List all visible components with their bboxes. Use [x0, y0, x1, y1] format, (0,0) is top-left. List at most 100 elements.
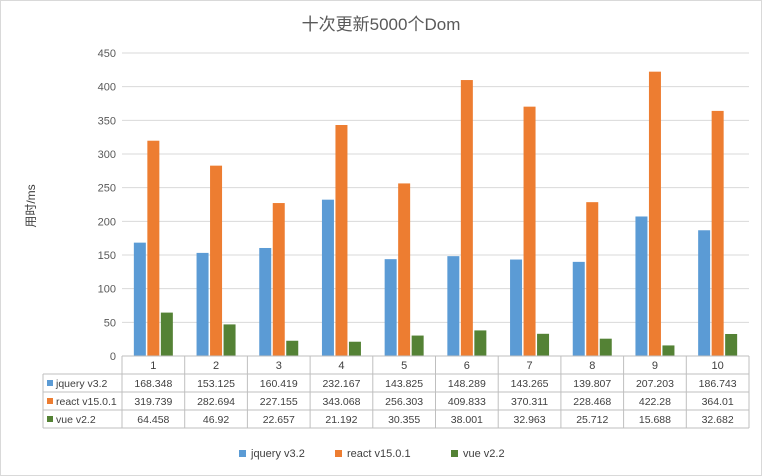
bar-2-9: [648, 71, 661, 357]
table-cell: 25.712: [576, 414, 608, 426]
table-cell: 32.682: [702, 414, 734, 426]
bar-3-1: [160, 312, 173, 356]
bar-3-9: [662, 345, 675, 356]
table-cell: 409.833: [448, 396, 486, 408]
bars: [133, 71, 738, 357]
bar-1-5: [384, 259, 397, 356]
bar-3-8: [599, 338, 612, 356]
bar-2-4: [335, 125, 348, 356]
table-cell: 30.355: [388, 414, 420, 426]
bar-2-8: [586, 202, 599, 356]
table-cell: 343.068: [322, 396, 360, 408]
y-axis-ticks: 0 50 100 150 200 250 300 350 400 450: [98, 48, 116, 363]
table-cell: 143.825: [385, 378, 423, 390]
table-cell: 227.155: [260, 396, 298, 408]
table-legend-key: [47, 416, 53, 422]
bar-1-9: [635, 216, 648, 356]
table-legend-key: [47, 398, 53, 404]
x-tick-label: 6: [464, 360, 470, 372]
bar-1-7: [510, 259, 523, 356]
table-cell: 228.468: [573, 396, 611, 408]
x-tick-label: 2: [213, 360, 219, 372]
chart-title: 十次更新5000个Dom: [302, 15, 461, 34]
table-cell: 46.92: [203, 414, 229, 426]
table-legend-key: [47, 380, 53, 386]
table-cell: 422.28: [639, 396, 671, 408]
table-cell: 32.963: [513, 414, 545, 426]
table-cell: 256.303: [385, 396, 423, 408]
bar-2-1: [147, 140, 160, 356]
table-cell: 21.192: [325, 414, 357, 426]
y-tick-label: 250: [98, 183, 116, 195]
legend-swatch: [239, 450, 246, 457]
bar-2-5: [398, 183, 411, 356]
table-cell: 319.739: [134, 396, 172, 408]
table-cell: 22.657: [263, 414, 295, 426]
bar-3-2: [223, 324, 236, 356]
table-cell: 168.348: [134, 378, 172, 390]
y-axis-label: 用时/ms: [24, 184, 38, 227]
y-tick-label: 450: [98, 48, 116, 60]
x-tick-label: 8: [589, 360, 595, 372]
x-tick-label: 7: [526, 360, 532, 372]
y-tick-label: 300: [98, 149, 116, 161]
y-tick-label: 50: [104, 317, 116, 329]
table-cell: 364.01: [702, 396, 734, 408]
table-cell: 153.125: [197, 378, 235, 390]
x-tick-label: 9: [652, 360, 658, 372]
table-cell: 139.807: [573, 378, 611, 390]
table-cell: 160.419: [260, 378, 298, 390]
legend-label: react v15.0.1: [347, 448, 411, 460]
legend-swatch: [335, 450, 342, 457]
y-tick-label: 150: [98, 250, 116, 262]
data-table: 1 2 3 4 5 6 7 8 9 10 jquery v3.2 168.348 153.125 160.…: [42, 355, 750, 429]
bar-2-3: [272, 203, 285, 356]
bar-2-2: [210, 165, 223, 356]
table-cell: 15.688: [639, 414, 671, 426]
y-tick-label: 200: [98, 216, 116, 228]
bar-1-3: [259, 247, 272, 356]
legend: jquery v3.2 react v15.0.1 vue v2.2: [239, 448, 505, 460]
bar-3-4: [348, 341, 361, 356]
bar-1-1: [133, 242, 146, 356]
bar-3-5: [411, 335, 424, 356]
y-tick-label: 350: [98, 115, 116, 127]
legend-swatch: [451, 450, 458, 457]
table-series-name: vue v2.2: [56, 414, 96, 426]
table-cell: 232.167: [322, 378, 360, 390]
x-tick-label: 10: [712, 360, 724, 372]
y-tick-label: 0: [110, 351, 116, 363]
x-tick-label: 4: [338, 360, 344, 372]
table-cell: 148.289: [448, 378, 486, 390]
legend-label: jquery v3.2: [250, 448, 305, 460]
table-cell: 282.694: [197, 396, 235, 408]
bar-2-10: [711, 110, 724, 356]
bar-3-10: [725, 333, 738, 356]
table-cell: 38.001: [451, 414, 483, 426]
table-cell: 207.203: [636, 378, 674, 390]
x-tick-label: 3: [276, 360, 282, 372]
table-cell: 370.311: [511, 396, 548, 408]
bar-1-4: [321, 199, 334, 356]
bar-1-2: [196, 252, 209, 356]
bar-1-10: [698, 230, 711, 356]
legend-label: vue v2.2: [463, 448, 505, 460]
x-tick-label: 1: [150, 360, 156, 372]
bar-3-6: [474, 330, 487, 356]
bar-2-6: [460, 80, 473, 356]
table-series-name: react v15.0.1: [56, 396, 117, 408]
table-cell: 186.743: [699, 378, 737, 390]
y-tick-label: 100: [98, 284, 116, 296]
table-cell: 143.265: [511, 378, 549, 390]
bar-1-6: [447, 256, 460, 356]
x-tick-label: 5: [401, 360, 407, 372]
bar-2-7: [523, 106, 536, 356]
bar-3-3: [286, 340, 299, 356]
gridlines: [122, 52, 749, 357]
bar-3-7: [537, 333, 550, 356]
bar-1-8: [572, 261, 585, 356]
table-series-name: jquery v3.2: [55, 378, 108, 390]
y-tick-label: 400: [98, 82, 116, 94]
